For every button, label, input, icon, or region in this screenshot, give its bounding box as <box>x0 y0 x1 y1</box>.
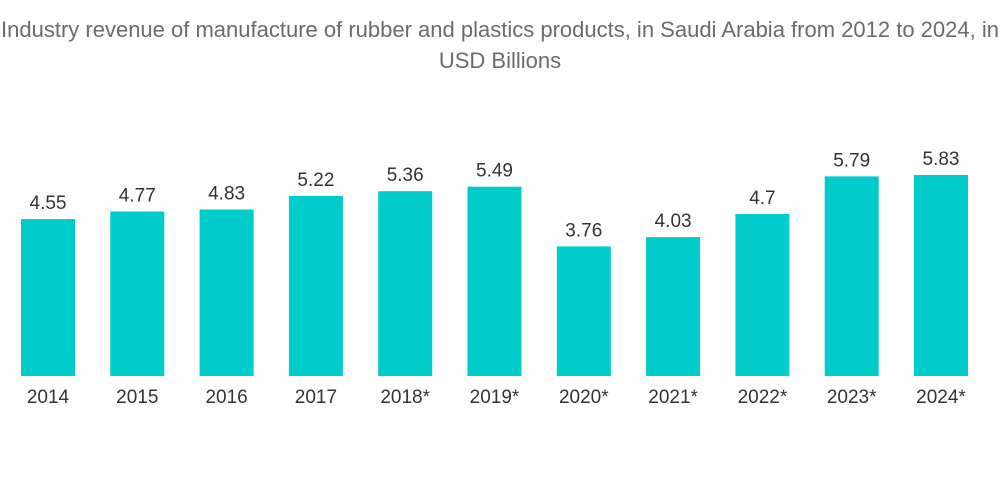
bar-2021-est <box>646 237 701 376</box>
x-tick-label: 2024* <box>916 387 966 408</box>
bar-2022-est <box>735 214 790 376</box>
bar-2016 <box>199 209 254 376</box>
value-label: 4.7 <box>749 188 775 209</box>
x-tick-label: 2014 <box>27 387 70 408</box>
value-labels-layer: 4.55 4.77 4.83 5.22 5.36 5.49 3.76 4.03 4.7 5.79 5… <box>30 149 960 241</box>
x-tick-label: 2022* <box>738 387 788 408</box>
x-tick-label: 2018* <box>380 387 430 408</box>
bar-2024-est <box>914 175 968 376</box>
bars-layer <box>21 175 968 376</box>
bar-2018-est <box>378 191 433 376</box>
bar-2019-est <box>467 186 522 376</box>
value-label: 5.79 <box>833 150 870 171</box>
x-tick-label: 2021* <box>648 387 698 408</box>
value-label: 4.55 <box>30 193 67 214</box>
x-axis-tick-labels: 2014 2015 2016 2017 2018* 2019* 2020* 2021* 2022… <box>27 387 967 408</box>
bar-2014 <box>21 219 75 376</box>
x-tick-label: 2023* <box>827 387 877 408</box>
x-tick-label: 2019* <box>470 387 520 408</box>
x-tick-label: 2015 <box>116 387 158 408</box>
x-tick-label: 2016 <box>205 387 247 408</box>
bar-2023-est <box>824 176 879 376</box>
chart-title: Industry revenue of manufacture of rubbe… <box>1 17 999 73</box>
value-label: 4.83 <box>208 184 245 205</box>
value-label: 5.49 <box>476 161 513 182</box>
value-label: 5.22 <box>297 170 334 191</box>
x-tick-label: 2020* <box>559 387 609 408</box>
value-label: 5.83 <box>923 149 960 170</box>
bar-2017 <box>288 196 343 376</box>
value-label: 5.36 <box>387 165 424 186</box>
x-tick-label: 2017 <box>295 387 337 408</box>
value-label: 4.03 <box>655 211 692 232</box>
bar-2015 <box>110 211 165 376</box>
bar-2020-est <box>556 246 611 376</box>
value-label: 4.77 <box>119 186 156 207</box>
value-label: 3.76 <box>565 220 602 241</box>
